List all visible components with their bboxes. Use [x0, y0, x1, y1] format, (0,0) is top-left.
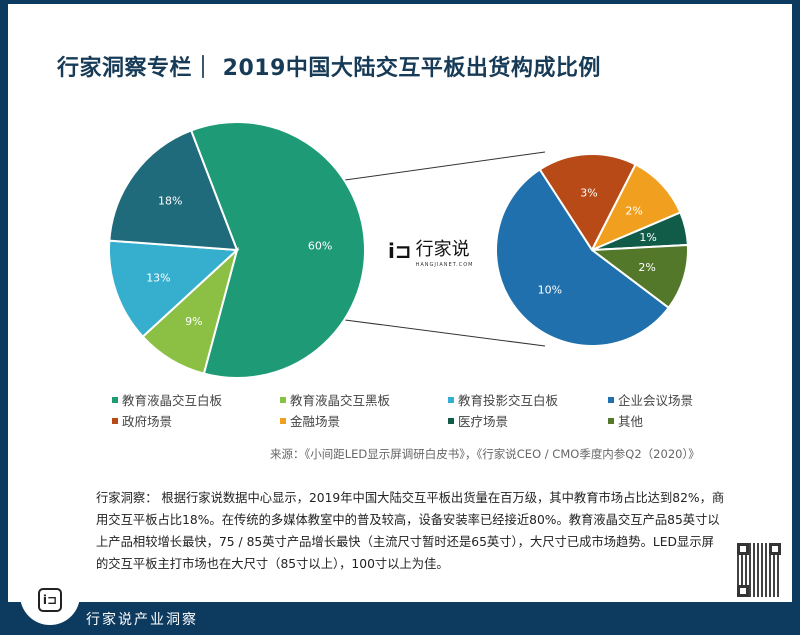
logo-text: 行家说 HANGJIANET.COM	[416, 240, 474, 269]
legend-item: 医疗场景	[448, 411, 508, 430]
page-title: 行家洞察专栏｜ 2019中国大陆交互平板出货构成比例	[57, 56, 601, 81]
source-note: 来源：《小间距LED显示屏调研白皮书》，《行家说CEO / CMO季度内参Q2（…	[270, 447, 700, 461]
legend-item: 教育投影交互白板	[448, 390, 558, 409]
legend-item: 其他	[608, 411, 643, 430]
connector-line	[344, 151, 546, 181]
qr-code	[737, 543, 781, 597]
logo-url: HANGJIANET.COM	[415, 262, 474, 268]
legend-label: 企业会议场景	[618, 393, 694, 408]
legend-swatch	[448, 417, 454, 424]
legend-swatch	[112, 417, 118, 424]
legend-item: 政府场景	[112, 411, 172, 430]
brand-logo: i⊐ 行家说 HANGJIANET.COM	[388, 240, 473, 269]
data-label: 18%	[158, 194, 182, 207]
legend-label: 教育液晶交互黑板	[290, 393, 391, 408]
legend-swatch	[280, 396, 286, 403]
legend-swatch	[448, 396, 454, 403]
footer-logo: i⊐	[38, 588, 62, 612]
pie-slice	[589, 163, 682, 252]
footer-text: 行家说产业洞察	[86, 612, 198, 628]
legend-label: 政府场景	[122, 414, 173, 429]
legend-label: 金融场景	[290, 414, 341, 429]
logo-mark: i⊐	[388, 239, 412, 263]
legend-swatch	[608, 417, 614, 424]
legend-label: 教育液晶交互白板	[122, 393, 223, 408]
pie-slice	[538, 153, 637, 252]
pie-slice	[589, 243, 689, 310]
data-label: 10%	[538, 283, 562, 296]
data-label: 2%	[638, 261, 655, 274]
data-label: 60%	[308, 240, 332, 253]
pie-slice	[189, 121, 366, 379]
data-label: 13%	[146, 271, 170, 284]
logo-name: 行家说	[415, 239, 470, 260]
legend-item: 企业会议场景	[608, 390, 693, 409]
legend-swatch	[280, 417, 286, 424]
data-label: 3%	[580, 186, 597, 199]
pie-slice	[108, 239, 240, 339]
data-label: 9%	[185, 315, 202, 328]
legend-label: 医疗场景	[458, 414, 509, 429]
legend-swatch	[112, 396, 118, 403]
pie-slice	[108, 129, 239, 252]
legend-swatch	[608, 396, 614, 403]
legend-item: 金融场景	[280, 411, 340, 430]
pie-slice	[494, 168, 671, 347]
connector-line	[344, 319, 546, 347]
legend-label: 其他	[618, 414, 644, 429]
legend-item: 教育液晶交互黑板	[280, 390, 390, 409]
legend-item: 教育液晶交互白板	[112, 390, 222, 409]
data-label: 1%	[639, 231, 656, 244]
legend-label: 教育投影交互白板	[458, 393, 559, 408]
data-label: 2%	[625, 205, 642, 218]
insight-paragraph: 行家洞察： 根据行家说数据中心显示，2019年中国大陆交互平板出货量在百万级，其…	[96, 491, 725, 571]
